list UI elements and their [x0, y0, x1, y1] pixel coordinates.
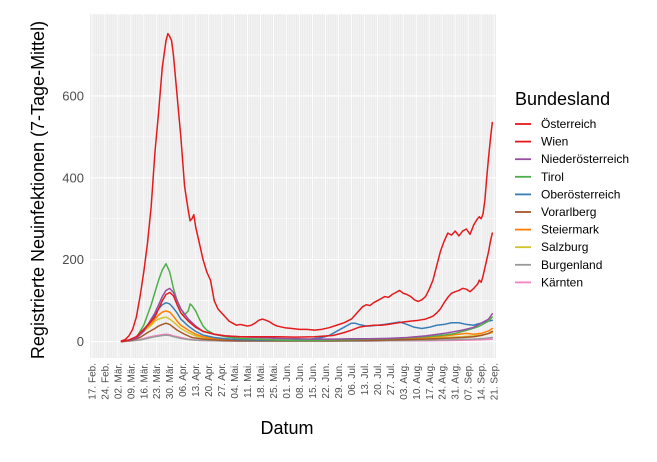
x-tick-label: 29. Jun.: [334, 363, 345, 399]
x-tick-label: 06. Apr.: [178, 363, 189, 397]
x-tick-label: 31. Aug.: [451, 363, 462, 400]
x-tick-label: 17. Feb.: [87, 363, 98, 400]
y-tick-label: 0: [77, 334, 84, 349]
x-tick-label: 11. Mai.: [243, 363, 254, 398]
x-tick-label: 13. Apr.: [191, 363, 202, 397]
x-axis-title: Datum: [260, 418, 313, 438]
x-axis-ticks: 17. Feb. 24. Feb. 02. Mär. 09. Mär. 16. Mär.…: [87, 363, 500, 400]
legend: Bundesland Österreich Wien Niederösterreic…: [515, 89, 629, 289]
x-tick-label: 07. Sep.: [464, 363, 475, 400]
x-tick-label: 02. Mär.: [113, 363, 124, 399]
series-line-vorarlberg: [120, 322, 494, 343]
x-tick-label: 30. Mär.: [165, 363, 176, 399]
x-tick-label: 14. Sep.: [477, 363, 488, 400]
x-tick-label: 16. Mär.: [139, 363, 150, 399]
legend-label: Salzburg: [541, 240, 588, 254]
x-tick-label: 24. Aug.: [438, 363, 449, 400]
x-tick-label: 09. Mär.: [126, 363, 137, 399]
x-tick-label: 13. Jul.: [360, 363, 371, 395]
x-tick-label: 03. Aug.: [399, 363, 410, 400]
x-tick-label: 17. Aug.: [425, 363, 436, 400]
series-line-burgenland: [120, 334, 494, 343]
legend-label: Österreich: [541, 117, 596, 131]
series-line-tirol: [120, 263, 494, 343]
y-tick-label: 600: [62, 88, 84, 103]
x-tick-label: 25. Mai.: [269, 363, 280, 399]
legend-label: Tirol: [541, 170, 564, 184]
legend-label: Steiermark: [541, 223, 600, 237]
x-tick-label: 27. Apr.: [217, 363, 228, 397]
legend-label: Vorarlberg: [541, 205, 596, 219]
x-tick-label: 08. Jun.: [295, 363, 306, 399]
series-line-oberoesterreich: [120, 301, 494, 343]
legend-label: Niederösterreich: [541, 152, 629, 166]
y-tick-label: 400: [62, 170, 84, 185]
x-tick-label: 21. Sep.: [490, 363, 501, 400]
series-line-oesterreich: [120, 32, 494, 342]
legend-title: Bundesland: [515, 89, 610, 109]
series-line-wien: [120, 232, 494, 343]
x-tick-label: 15. Jun.: [308, 363, 319, 399]
x-tick-label: 06. Jul.: [347, 363, 358, 395]
y-axis-ticks: 0 200 400 600: [62, 88, 84, 349]
legend-label: Wien: [541, 135, 568, 149]
x-tick-label: 22. Jun.: [321, 363, 332, 399]
legend-label: Oberösterreich: [541, 187, 620, 201]
x-tick-label: 23. Mär.: [152, 363, 163, 399]
x-tick-label: 18. Mai.: [256, 363, 267, 399]
x-tick-label: 27. Jul.: [386, 363, 397, 395]
series-lines: [120, 32, 494, 343]
y-tick-label: 200: [62, 252, 84, 267]
legend-label: Kärnten: [541, 275, 583, 289]
x-tick-label: 24. Feb.: [100, 363, 111, 400]
x-tick-label: 20. Apr.: [204, 363, 215, 397]
x-tick-label: 20. Jul.: [373, 363, 384, 395]
x-tick-label: 10. Aug.: [412, 363, 423, 400]
x-tick-label: 01. Jun.: [282, 363, 293, 399]
legend-label: Burgenland: [541, 258, 602, 272]
y-axis-title: Registrierte Neuinfektionen (7-Tage-Mitt…: [28, 21, 48, 359]
x-tick-label: 04. Mai.: [230, 363, 241, 399]
